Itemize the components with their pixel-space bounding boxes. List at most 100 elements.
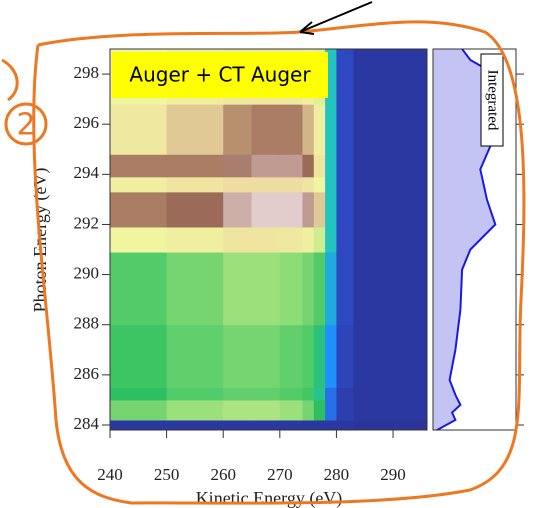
x-tick-label: 290 — [380, 465, 406, 484]
heatmap-cell — [353, 154, 427, 177]
heatmap-cell — [110, 192, 167, 228]
heatmap-cell — [223, 192, 252, 228]
y-tick-label: 298 — [74, 63, 100, 82]
heatmap-cell — [167, 104, 224, 155]
heatmap-cell — [353, 400, 427, 421]
heatmap-cell — [353, 177, 427, 193]
heatmap-cell — [314, 104, 326, 155]
heatmap-cell — [353, 49, 427, 105]
heatmap-cell — [314, 420, 326, 431]
heatmap-cell — [223, 104, 252, 155]
heatmap-cell — [223, 325, 252, 388]
heatmap-cell — [302, 192, 314, 228]
heatmap-cell — [325, 252, 337, 325]
heatmap-cell — [336, 154, 353, 177]
heatmap-cell — [302, 420, 314, 431]
heatmap-cell — [314, 154, 326, 177]
heatmap-cell — [314, 227, 326, 253]
heatmap-cell — [336, 420, 353, 431]
heatmap-cell — [353, 104, 427, 155]
heatmap-cell — [252, 400, 281, 421]
heatmap-cell — [280, 400, 303, 421]
x-tick-label: 260 — [210, 465, 236, 484]
heatmap-cell — [336, 192, 353, 228]
x-tick-label: 250 — [154, 465, 180, 484]
heatmap-cell — [336, 49, 353, 105]
heatmap-cell — [325, 177, 337, 193]
heatmap-cell — [280, 177, 303, 193]
heatmap-cell — [223, 227, 252, 253]
heatmap-cell — [223, 154, 252, 177]
x-tick-label: 240 — [97, 465, 123, 484]
heatmap-cell — [325, 192, 337, 228]
heatmap-cell — [223, 252, 252, 325]
heatmap-cell — [252, 104, 281, 155]
heatmap-cell — [110, 400, 167, 421]
y-tick-label: 284 — [74, 414, 100, 433]
heatmap-cell — [110, 420, 167, 431]
heatmap-cell — [252, 192, 281, 228]
heatmap-cell — [223, 420, 252, 431]
y-tick-label: 292 — [74, 213, 100, 232]
heatmap-cell — [336, 387, 353, 400]
y-tick-label: 288 — [74, 314, 100, 333]
heatmap-cell — [353, 192, 427, 228]
heatmap-cell — [280, 387, 303, 400]
heatmap-cell — [325, 387, 337, 400]
heatmap-cell — [302, 104, 314, 155]
heatmap-cell — [252, 252, 281, 325]
heatmap-cell — [223, 177, 252, 193]
heatmap-cell — [314, 325, 326, 388]
heatmap-cell — [223, 387, 252, 400]
heatmap-cell — [280, 192, 303, 228]
heatmap-cell — [223, 400, 252, 421]
heatmap-cell — [336, 325, 353, 388]
heatmap-cell — [280, 104, 303, 155]
y-tick-label: 290 — [74, 263, 100, 282]
heatmap-cell — [325, 227, 337, 253]
y-tick-label: 296 — [74, 113, 100, 132]
heatmap-cell — [336, 177, 353, 193]
heatmap-cell — [314, 252, 326, 325]
heatmap-cell — [110, 387, 167, 400]
heatmap-cell — [167, 154, 224, 177]
heatmap-cell — [252, 154, 281, 177]
heatmap-cell — [314, 387, 326, 400]
heatmap-cell — [336, 104, 353, 155]
legend-label: Integrated — [485, 70, 501, 131]
heatmap-cell — [353, 325, 427, 388]
heatmap-cell — [167, 420, 224, 431]
heatmap-cell — [110, 227, 167, 253]
heatmap-cell — [252, 420, 281, 431]
heatmap-cell — [280, 252, 303, 325]
heatmap-cell — [302, 227, 314, 253]
heatmap-cell — [302, 252, 314, 325]
heatmap-cell — [167, 177, 224, 193]
heatmap-cell — [167, 227, 224, 253]
heatmap-cell — [353, 387, 427, 400]
x-tick-label: 270 — [267, 465, 293, 484]
heatmap-cell — [110, 104, 167, 155]
heatmap-cell — [167, 325, 224, 388]
hand-bracket — [2, 60, 17, 100]
heatmap-cell — [110, 177, 167, 193]
heatmap-cell — [280, 154, 303, 177]
heatmap-cell — [280, 420, 303, 431]
heatmap-cell — [252, 227, 281, 253]
y-tick-label: 294 — [74, 163, 100, 182]
heatmap-cell — [325, 325, 337, 388]
annotation: Auger + CT Auger — [129, 63, 311, 87]
heatmap-cell — [353, 420, 427, 431]
heatmap-cell — [110, 154, 167, 177]
heatmap-cell — [314, 177, 326, 193]
heatmap-cell — [325, 104, 337, 155]
heatmap-cell — [280, 227, 303, 253]
heatmap-cell — [302, 154, 314, 177]
heatmap-cell — [336, 400, 353, 421]
heatmap-cell — [302, 177, 314, 193]
heatmap-cell — [110, 252, 167, 325]
heatmap-cell — [325, 400, 337, 421]
heatmap-cell — [167, 192, 224, 228]
heatmap-cell — [252, 325, 281, 388]
